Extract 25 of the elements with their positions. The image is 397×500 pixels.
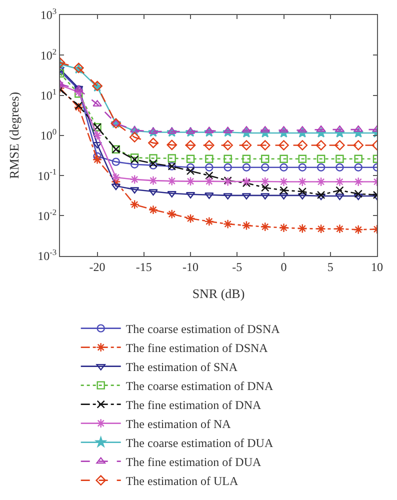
x-tick-label: 5 bbox=[327, 260, 334, 274]
y-tick-label: 10$^{-3}$ bbox=[38, 248, 57, 264]
legend-label: The fine estimation of DNA bbox=[126, 398, 262, 412]
x-tick-label: 0 bbox=[280, 260, 287, 274]
x-axis-title: SNR (dB) bbox=[192, 286, 245, 301]
legend-label: The coarse estimation of DNA bbox=[126, 379, 274, 393]
y-axis-title: RMSE (degrees) bbox=[6, 92, 22, 179]
legend-label: The estimation of ULA bbox=[126, 474, 238, 488]
x-tick-label: -15 bbox=[136, 260, 152, 274]
legend-label: The fine estimation of DUA bbox=[126, 455, 262, 469]
legend-label: The estimation of SNA bbox=[126, 360, 238, 374]
x-tick-label: -10 bbox=[182, 260, 199, 274]
legend-label: The coarse estimation of DSNA bbox=[126, 322, 280, 336]
x-tick-label: 10 bbox=[371, 260, 383, 274]
x-tick-label: -20 bbox=[89, 260, 106, 274]
y-tick-label: 10$^{2}$ bbox=[40, 47, 57, 62]
y-tick-label: 10$^{1}$ bbox=[40, 87, 57, 102]
legend-label: The coarse estimation of DUA bbox=[126, 436, 274, 450]
y-tick-label: 10$^{3}$ bbox=[40, 7, 57, 22]
x-tick-label: -5 bbox=[232, 260, 242, 274]
y-tick-label: 10$^{0}$ bbox=[40, 128, 57, 143]
legend-label: The estimation of NA bbox=[126, 417, 232, 431]
y-tick-label: 10$^{-1}$ bbox=[38, 168, 57, 183]
y-tick-label: 10$^{-2}$ bbox=[38, 208, 57, 223]
legend-label: The fine estimation of DSNA bbox=[126, 341, 268, 355]
